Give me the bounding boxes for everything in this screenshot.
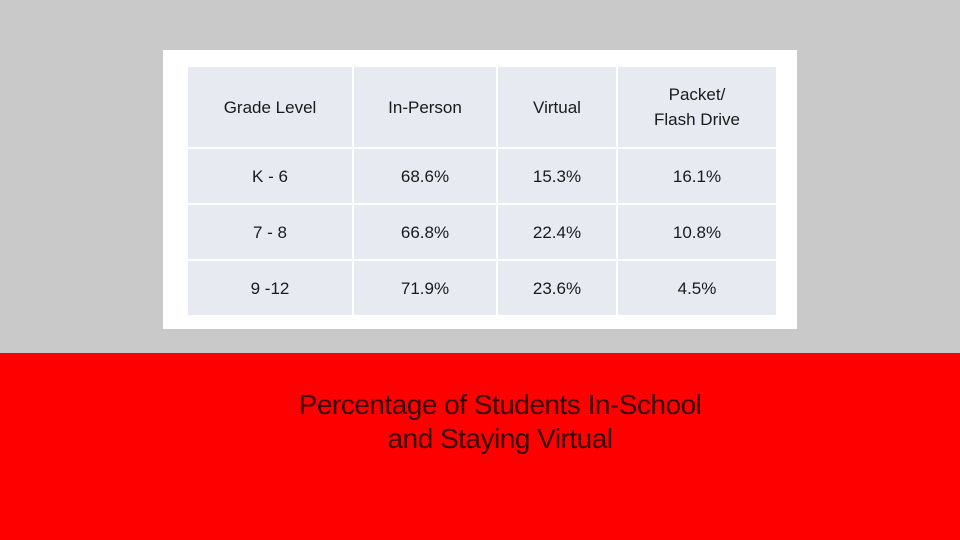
cell-virtual: 22.4% [496,203,618,261]
cell-virtual: 15.3% [496,147,618,205]
slide-title: Percentage of Students In-School and Sta… [200,388,800,456]
cell-packet: 10.8% [616,203,778,261]
slide-title-line1: Percentage of Students In-School [298,389,702,420]
cell-grade: K - 6 [186,147,354,205]
cell-in-person: 68.6% [352,147,498,205]
header-packet-line1: Packet/ [668,85,726,104]
cell-packet: 4.5% [616,259,778,317]
header-packet-flash-drive: Packet/ Flash Drive [616,65,778,149]
slide-title-line2: and Staying Virtual [387,423,613,454]
bottom-red-band [0,353,960,540]
header-virtual: Virtual [496,65,618,149]
table-row: K - 6 68.6% 15.3% 16.1% [186,147,778,205]
grade-percentage-table: Grade Level In-Person Virtual Packet/ Fl… [186,65,778,317]
cell-virtual: 23.6% [496,259,618,317]
cell-grade: 7 - 8 [186,203,354,261]
cell-in-person: 66.8% [352,203,498,261]
header-in-person: In-Person [352,65,498,149]
header-packet-line2: Flash Drive [654,110,740,129]
table-card: Grade Level In-Person Virtual Packet/ Fl… [163,50,797,329]
cell-in-person: 71.9% [352,259,498,317]
table-row: 9 -12 71.9% 23.6% 4.5% [186,259,778,317]
header-grade-level: Grade Level [186,65,354,149]
table-header-row: Grade Level In-Person Virtual Packet/ Fl… [186,65,778,149]
cell-grade: 9 -12 [186,259,354,317]
table-row: 7 - 8 66.8% 22.4% 10.8% [186,203,778,261]
cell-packet: 16.1% [616,147,778,205]
